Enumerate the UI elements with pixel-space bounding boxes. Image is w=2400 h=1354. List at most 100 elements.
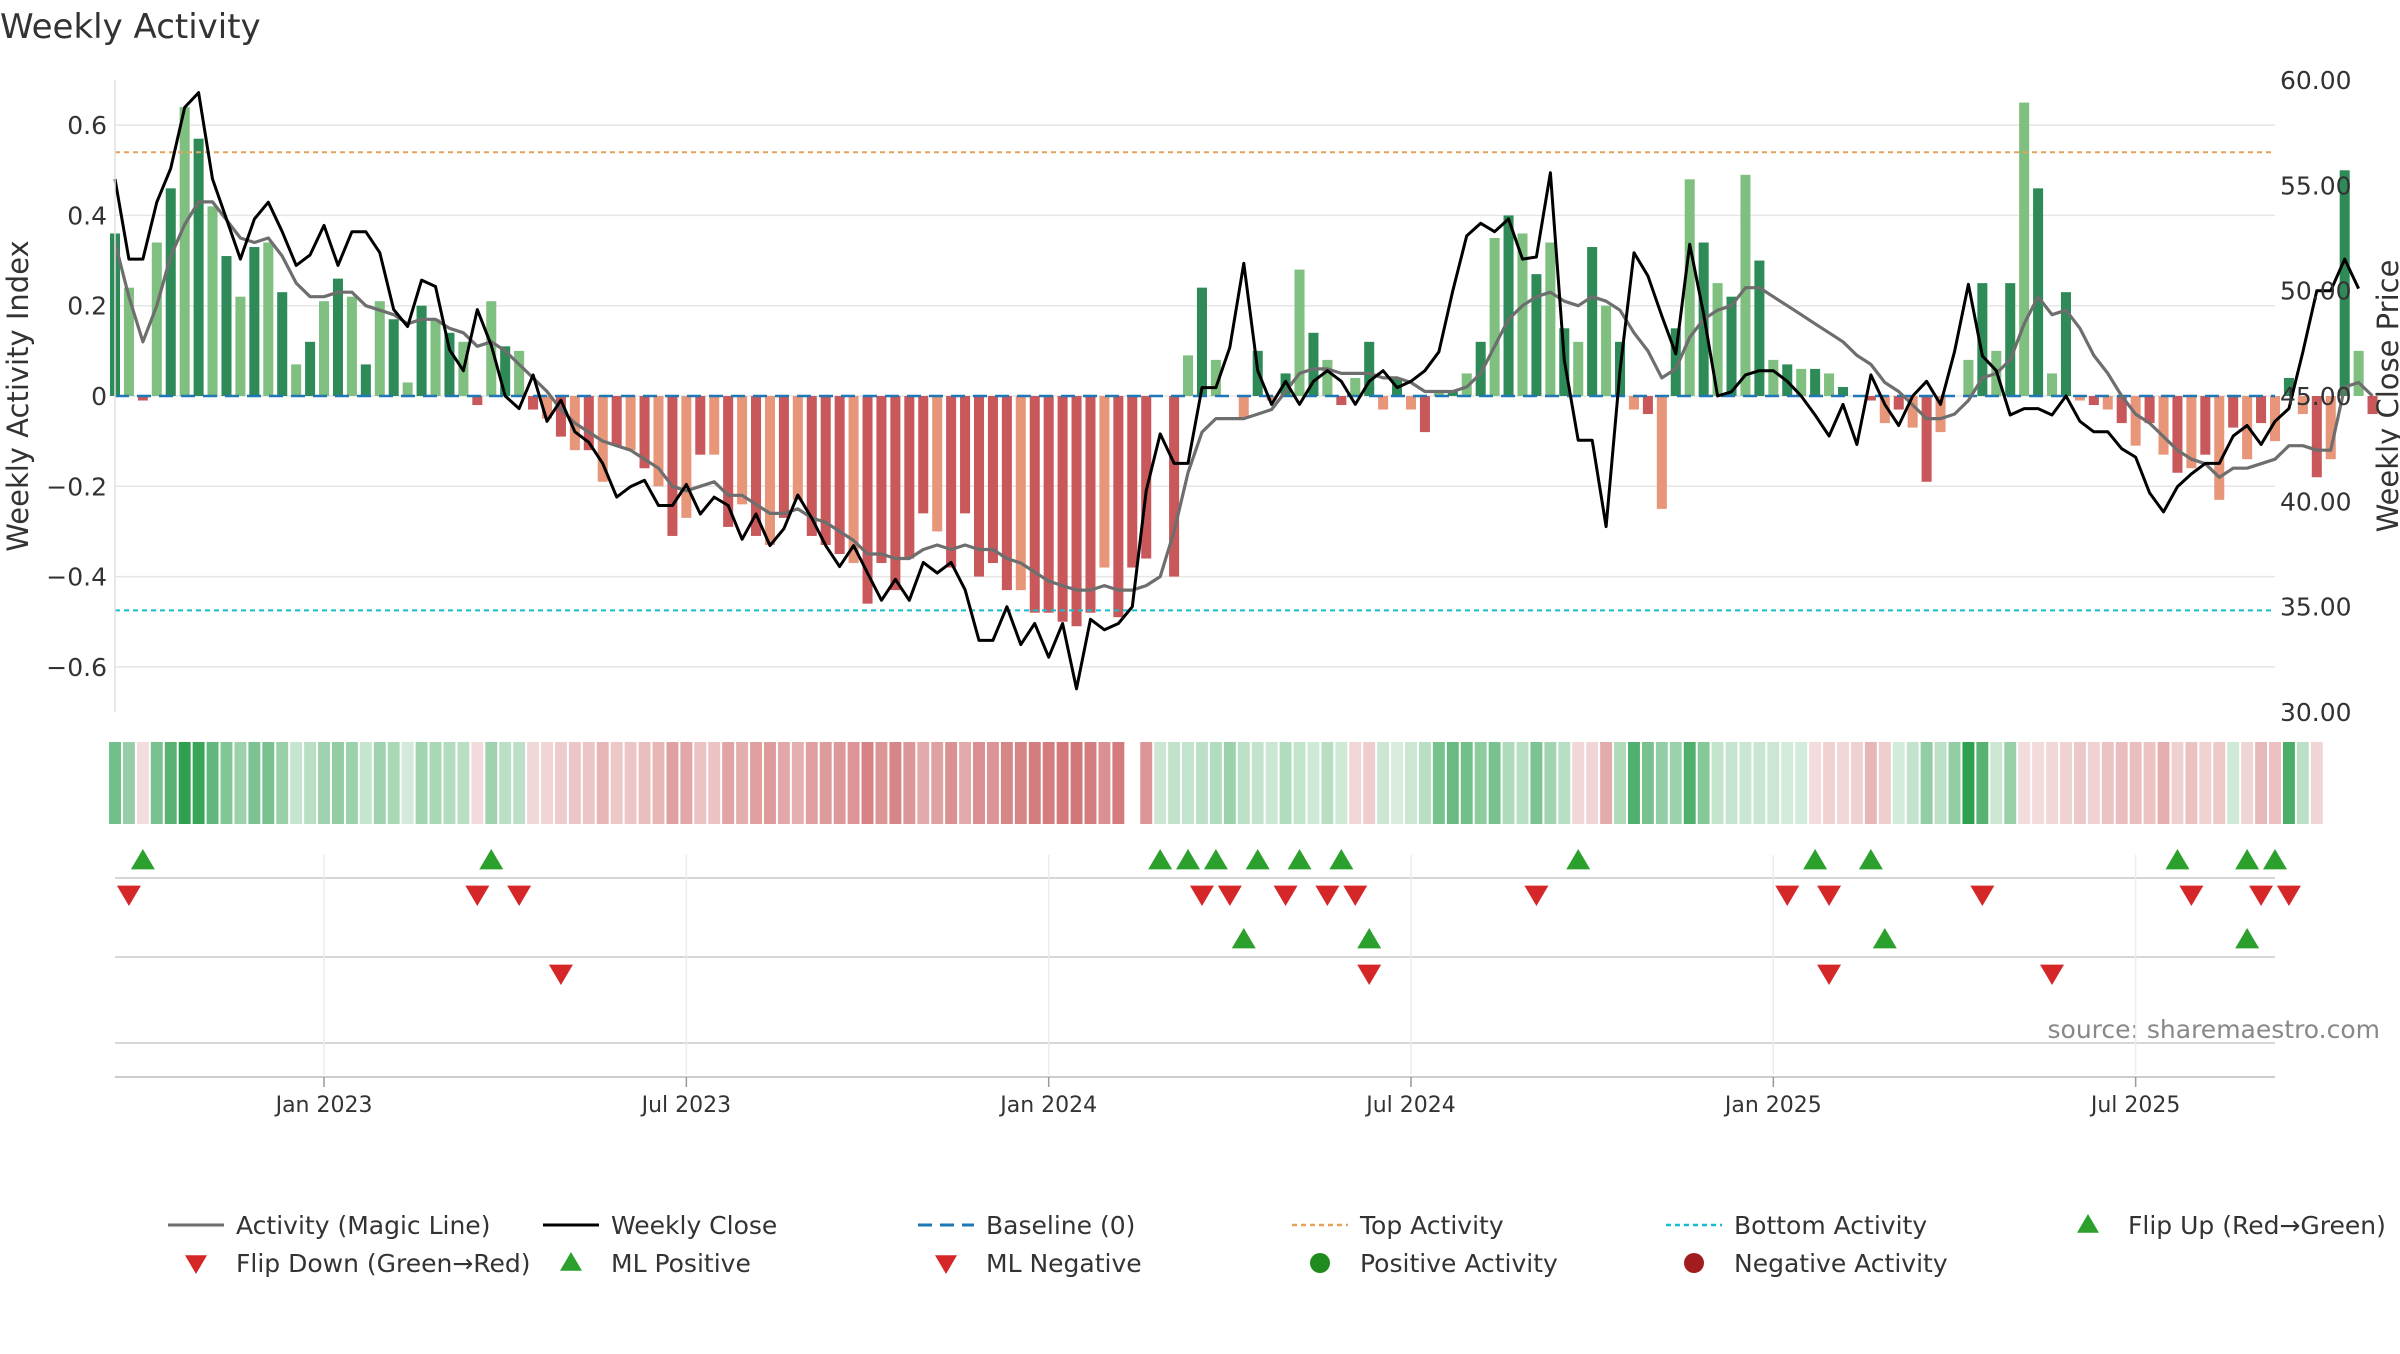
heatmap-cell — [986, 742, 999, 824]
activity-bar — [1684, 179, 1695, 396]
activity-bar — [1461, 373, 1472, 396]
ml-positive-marker — [1872, 928, 1897, 949]
flip-down-marker — [2249, 885, 2274, 906]
activity-bar — [1280, 373, 1291, 396]
event-markers — [115, 849, 2301, 1075]
heatmap-cell — [499, 742, 512, 824]
activity-bar — [862, 396, 873, 604]
activity-bar — [1726, 296, 1737, 396]
activity-bar — [1545, 242, 1556, 396]
flip-down-marker — [1970, 885, 1995, 906]
heatmap-cell — [1683, 742, 1696, 824]
heatmap-cell — [1140, 742, 1153, 824]
activity-bar — [890, 396, 901, 591]
activity-bar — [1378, 396, 1389, 410]
activity-bar — [2019, 102, 2030, 397]
activity-bar — [973, 396, 985, 577]
activity-bar — [1642, 396, 1653, 415]
activity-bar — [1433, 391, 1444, 396]
activity-bar — [2047, 373, 2058, 396]
ml-positive-marker — [1231, 928, 1256, 949]
heatmap-cell — [2282, 742, 2295, 824]
heatmap-cell — [2269, 742, 2281, 824]
heatmap-cell — [1335, 742, 1348, 824]
flip-down-marker — [465, 885, 490, 906]
heatmap-cell — [2185, 742, 2198, 824]
activity-bar — [1977, 283, 1988, 396]
heatmap-cell — [1892, 742, 1905, 824]
activity-bar — [1364, 341, 1375, 396]
flip-down-marker — [1217, 885, 1242, 906]
heatmap-cell — [1446, 742, 1459, 824]
y-tick-label: 0 — [91, 382, 107, 411]
activity-bar — [2144, 396, 2155, 424]
activity-bar — [2060, 292, 2071, 396]
heatmap-cell — [318, 742, 330, 824]
heatmap-cell — [1209, 742, 1222, 824]
ml-negative-marker — [1357, 964, 1382, 985]
legend-item-ml_pos: ML Positive — [560, 1249, 751, 1278]
activity-bar — [1071, 396, 1082, 627]
ml-negative-marker — [1817, 964, 1842, 985]
heatmap-cell — [1112, 742, 1125, 824]
activity-bar — [2339, 170, 2350, 396]
activity-bar — [332, 278, 343, 396]
ml-positive-marker — [1357, 928, 1382, 949]
activity-bar — [1405, 396, 1417, 410]
heatmap-cell — [1934, 742, 1947, 824]
flip-up-marker — [2263, 849, 2287, 870]
activity-bar — [1169, 396, 1180, 577]
heatmap-cell — [1753, 742, 1766, 824]
heatmap-cell — [527, 742, 540, 824]
heatmap-cell — [2129, 742, 2142, 824]
legend-item-flip_up: Flip Up (Red→Green) — [2077, 1211, 2386, 1240]
heatmap-cell — [1544, 742, 1557, 824]
activity-bar — [2186, 396, 2197, 469]
heatmap-cell — [2032, 742, 2045, 824]
activity-bar — [1029, 396, 1040, 613]
heatmap-cell — [1586, 742, 1599, 824]
legend-item-ml_neg: ML Negative — [935, 1249, 1142, 1278]
heatmap-cell — [708, 742, 721, 824]
heatmap-cell — [2310, 742, 2323, 824]
activity-bar — [1810, 368, 1821, 396]
heatmap-cell — [1906, 742, 1919, 824]
heatmap-cell — [1474, 742, 1487, 824]
y-tick-label: −0.2 — [46, 472, 107, 501]
activity-bar — [876, 396, 887, 564]
activity-bar — [2200, 396, 2211, 455]
activity-bar — [764, 396, 775, 545]
heatmap-cell — [2171, 742, 2184, 824]
activity-bar — [235, 296, 246, 396]
flip-down-marker — [2179, 885, 2204, 906]
legend-swatch-triangle-down — [185, 1255, 207, 1274]
heatmap-cell — [1655, 742, 1668, 824]
activity-bar — [1350, 377, 1361, 396]
activity-bar — [1796, 368, 1807, 396]
heatmap-cell — [178, 742, 191, 824]
flip-down-marker — [1775, 885, 1800, 906]
activity-bars — [109, 102, 2378, 627]
heatmap-cell — [1377, 742, 1390, 824]
flip-up-marker — [1329, 849, 1354, 870]
heatmap-cell — [304, 742, 317, 824]
legend-swatch-triangle-up — [2077, 1214, 2099, 1233]
activity-bar — [528, 396, 539, 410]
activity-bar — [1210, 359, 1221, 396]
activity-bar — [402, 382, 413, 396]
activity-bar — [1656, 396, 1667, 509]
activity-bar — [1015, 396, 1026, 591]
heatmap-cell — [1405, 742, 1417, 824]
y-tick-label: −0.6 — [46, 653, 107, 682]
activity-bar — [2311, 396, 2322, 478]
heatmap-cell — [2157, 742, 2170, 824]
legend-label: ML Positive — [611, 1249, 751, 1278]
heatmap-cell — [122, 742, 135, 824]
y-axis-label: Weekly Activity Index — [1, 240, 35, 551]
activity-bar — [1475, 341, 1486, 396]
activity-bar — [611, 396, 622, 446]
activity-bar — [1196, 287, 1207, 396]
heatmap-cell — [401, 742, 414, 824]
activity-bar — [360, 364, 371, 396]
heatmap-cell — [373, 742, 386, 824]
